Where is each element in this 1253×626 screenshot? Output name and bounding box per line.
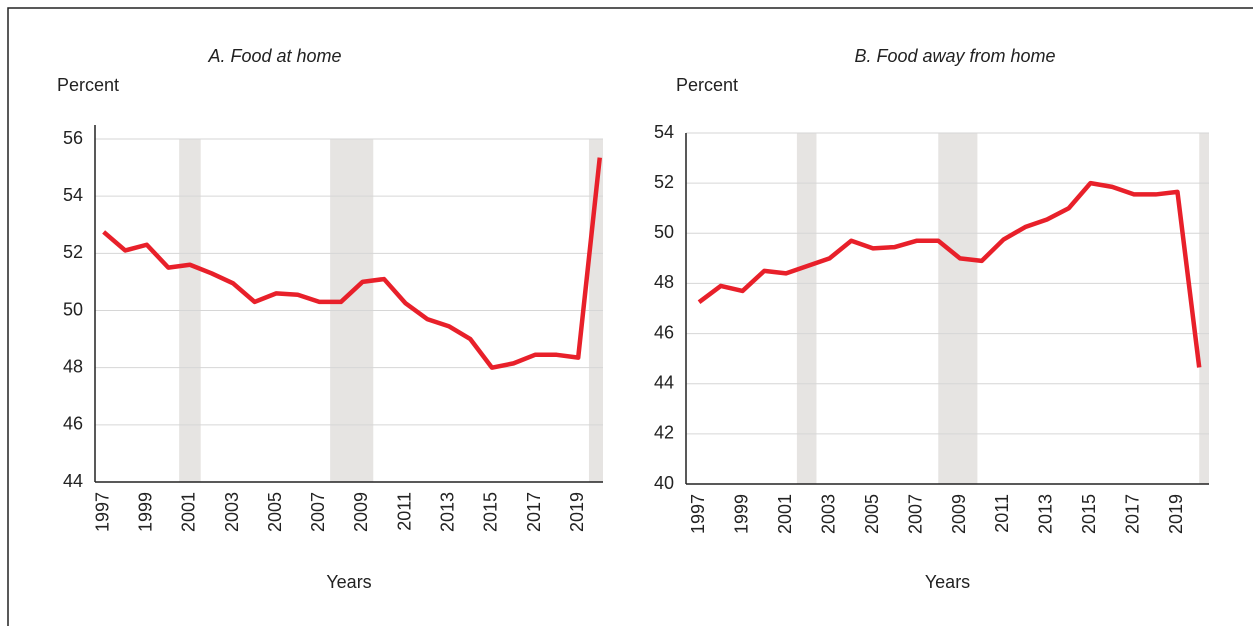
- y-tick-label: 52: [654, 172, 674, 192]
- y-tick-label: 54: [654, 122, 674, 142]
- x-tick-label: 2001: [179, 492, 199, 532]
- x-tick-label: 2017: [1123, 494, 1143, 534]
- frame: [7, 7, 1253, 626]
- shaded-period: [938, 133, 978, 484]
- y-tick-label: 52: [63, 242, 83, 262]
- x-tick-label: 2015: [481, 492, 501, 532]
- x-tick-label: 2019: [567, 492, 587, 532]
- x-tick-label: 2013: [438, 492, 458, 532]
- x-tick-label: 2009: [351, 492, 371, 532]
- y-axis-label: Percent: [57, 75, 119, 95]
- x-tick-label: 2011: [394, 492, 414, 531]
- shaded-period: [796, 133, 817, 484]
- x-tick-label: 1997: [92, 492, 112, 532]
- y-tick-label: 56: [63, 128, 83, 148]
- x-tick-label: 2005: [862, 494, 882, 534]
- data-line: [102, 157, 603, 370]
- x-tick-label: 2003: [818, 494, 838, 534]
- x-axis-label: Years: [925, 572, 970, 592]
- chart-title: A. Food at home: [207, 46, 341, 66]
- x-tick-label: 2019: [1166, 494, 1186, 534]
- x-tick-label: 1999: [731, 494, 751, 534]
- y-tick-label: 40: [654, 473, 674, 493]
- x-tick-label: 2011: [992, 494, 1012, 533]
- x-tick-label: 2007: [905, 494, 925, 534]
- y-tick-label: 46: [63, 414, 83, 434]
- y-tick-label: 42: [654, 423, 674, 443]
- y-tick-label: 48: [654, 272, 674, 292]
- x-tick-label: 2005: [265, 492, 285, 532]
- x-tick-label: 2015: [1079, 494, 1099, 534]
- shaded-period: [1199, 133, 1209, 484]
- y-tick-label: 44: [63, 471, 83, 491]
- x-tick-label: 2007: [308, 492, 328, 532]
- x-tick-label: 2009: [949, 494, 969, 534]
- y-axis-label: Percent: [676, 75, 738, 95]
- chart-title: B. Food away from home: [854, 46, 1055, 66]
- y-tick-label: 50: [654, 222, 674, 242]
- y-tick-label: 54: [63, 185, 83, 205]
- x-tick-label: 2001: [775, 494, 795, 534]
- y-tick-label: 50: [63, 299, 83, 319]
- x-tick-label: 2017: [524, 492, 544, 532]
- x-tick-label: 2003: [222, 492, 242, 532]
- x-tick-label: 2013: [1036, 494, 1056, 534]
- y-tick-label: 48: [63, 356, 83, 376]
- y-tick-label: 46: [654, 322, 674, 342]
- x-tick-label: 1999: [136, 492, 156, 532]
- data-line: [697, 180, 1202, 368]
- x-tick-label: 1997: [688, 494, 708, 534]
- y-tick-label: 44: [654, 372, 674, 392]
- x-axis-label: Years: [326, 572, 371, 592]
